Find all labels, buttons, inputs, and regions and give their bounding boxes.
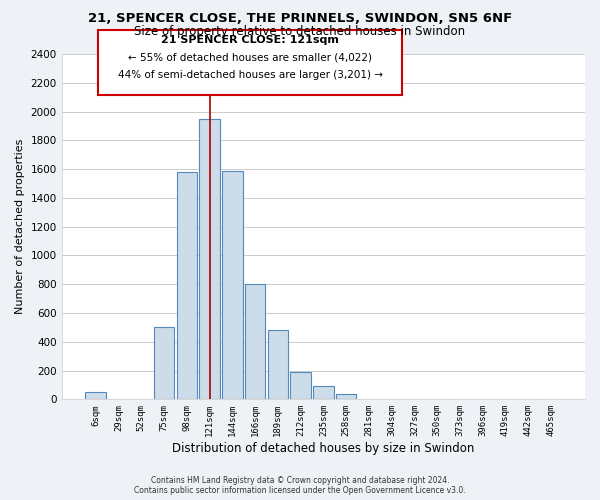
Bar: [290, 372, 311, 400]
Bar: [336, 394, 356, 400]
Text: 21, SPENCER CLOSE, THE PRINNELS, SWINDON, SN5 6NF: 21, SPENCER CLOSE, THE PRINNELS, SWINDON…: [88, 12, 512, 26]
Text: Size of property relative to detached houses in Swindon: Size of property relative to detached ho…: [134, 25, 466, 38]
Bar: [222, 170, 242, 400]
FancyBboxPatch shape: [98, 30, 402, 96]
Text: 21 SPENCER CLOSE: 121sqm: 21 SPENCER CLOSE: 121sqm: [161, 35, 339, 45]
Bar: [313, 386, 334, 400]
Bar: [176, 172, 197, 400]
X-axis label: Distribution of detached houses by size in Swindon: Distribution of detached houses by size …: [172, 442, 475, 455]
Text: ← 55% of detached houses are smaller (4,022): ← 55% of detached houses are smaller (4,…: [128, 52, 372, 62]
Text: Contains public sector information licensed under the Open Government Licence v3: Contains public sector information licen…: [134, 486, 466, 495]
Text: Contains HM Land Registry data © Crown copyright and database right 2024.: Contains HM Land Registry data © Crown c…: [151, 476, 449, 485]
Bar: [154, 328, 174, 400]
Bar: [245, 284, 265, 400]
Bar: [199, 118, 220, 400]
Bar: [268, 330, 288, 400]
Bar: [85, 392, 106, 400]
Text: 44% of semi-detached houses are larger (3,201) →: 44% of semi-detached houses are larger (…: [118, 70, 383, 80]
Y-axis label: Number of detached properties: Number of detached properties: [15, 139, 25, 314]
